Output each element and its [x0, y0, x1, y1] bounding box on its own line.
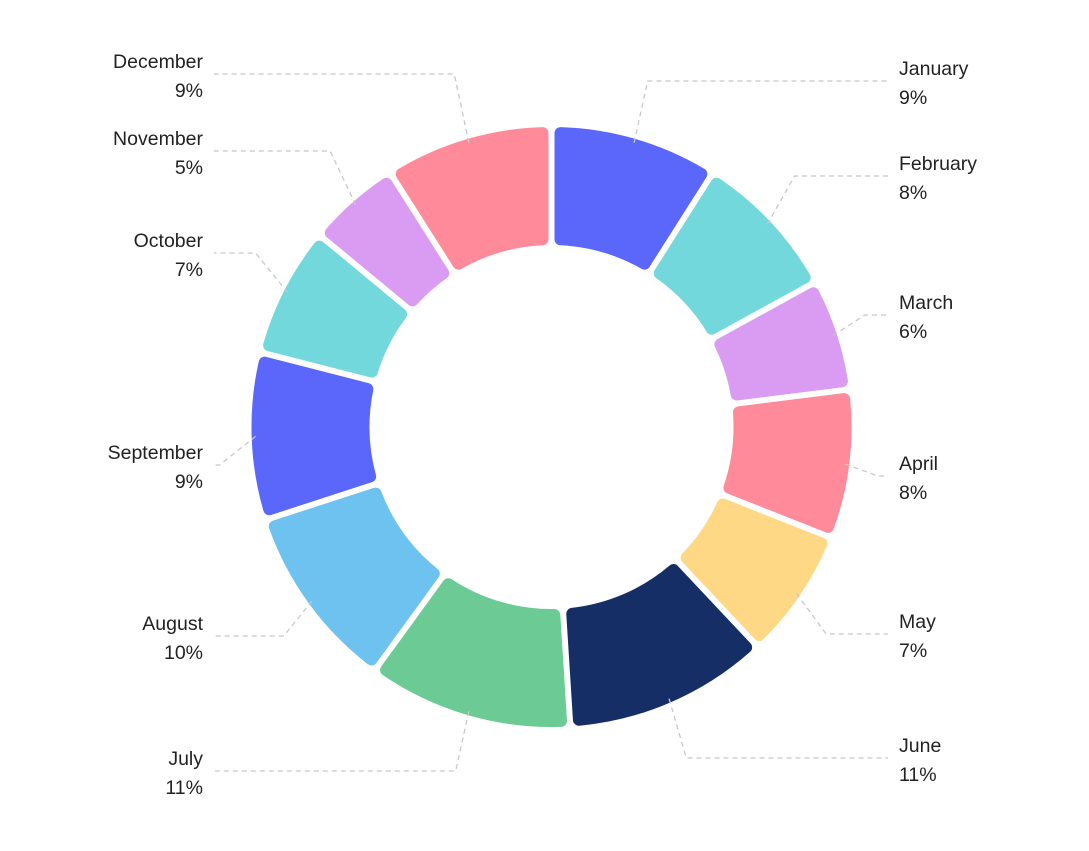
- category-label: December: [113, 51, 203, 73]
- leader-line: [668, 698, 888, 759]
- value-label: 9%: [175, 471, 203, 493]
- leader-line: [214, 252, 289, 294]
- value-label: 11%: [165, 777, 203, 799]
- donut-slice-january: [554, 127, 708, 270]
- category-label: October: [134, 230, 204, 252]
- value-label: 7%: [899, 640, 927, 662]
- donut-slice-july: [380, 578, 567, 727]
- category-label: August: [142, 613, 203, 635]
- leader-line: [214, 150, 357, 206]
- category-label: February: [899, 153, 977, 175]
- leader-line: [832, 314, 888, 337]
- category-label: June: [899, 735, 941, 757]
- category-label: November: [113, 128, 203, 150]
- category-label: July: [168, 748, 203, 770]
- value-label: 7%: [175, 259, 203, 281]
- value-label: 8%: [899, 482, 927, 504]
- leader-line: [766, 175, 888, 225]
- leader-line: [214, 435, 257, 466]
- donut-slice-september: [251, 356, 377, 516]
- donut-slice-december: [395, 127, 549, 270]
- donut-slice-june: [566, 564, 753, 726]
- value-label: 5%: [175, 157, 203, 179]
- category-label: April: [899, 453, 938, 475]
- value-label: 9%: [899, 87, 927, 109]
- leader-line: [214, 711, 470, 772]
- category-label: March: [899, 292, 953, 314]
- donut-slice-november: [324, 177, 450, 307]
- leader-line: [795, 592, 888, 635]
- donut-slice-april: [723, 393, 852, 533]
- donut-slice-may: [680, 498, 828, 642]
- category-label: May: [899, 611, 936, 633]
- donut-slice-march: [714, 287, 848, 401]
- value-label: 10%: [164, 642, 203, 664]
- category-label: September: [108, 442, 204, 464]
- leader-line: [214, 73, 470, 143]
- leader-line: [633, 80, 888, 143]
- donut-slice-february: [653, 177, 811, 335]
- donut-slice-august: [268, 487, 440, 666]
- leader-line: [214, 600, 313, 637]
- donut-slice-october: [263, 240, 408, 378]
- value-label: 11%: [899, 764, 937, 786]
- value-label: 8%: [899, 182, 927, 204]
- leader-line: [844, 463, 888, 477]
- category-label: January: [899, 58, 969, 80]
- value-label: 9%: [175, 80, 203, 102]
- value-label: 6%: [899, 321, 927, 343]
